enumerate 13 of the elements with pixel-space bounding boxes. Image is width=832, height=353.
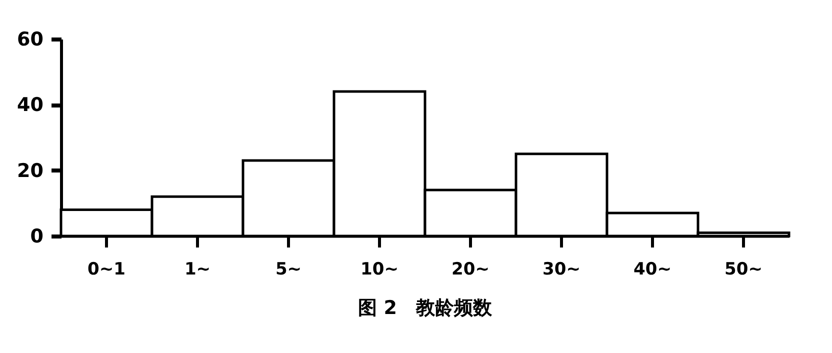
x-tick-label: 1~ xyxy=(184,260,211,280)
y-tick-label: 20 xyxy=(17,160,44,182)
x-tick-label: 0~1 xyxy=(88,260,126,280)
y-tick-label: 60 xyxy=(17,28,44,50)
x-tick-label: 40~ xyxy=(634,260,672,280)
y-tick-label: 0 xyxy=(30,226,44,248)
x-tick-label: 30~ xyxy=(542,260,580,280)
text: 图 2 教龄频数 xyxy=(358,297,493,319)
y-tick-label: 40 xyxy=(17,94,44,116)
x-tick-label: 5~ xyxy=(275,260,302,280)
x-tick-label: 20~ xyxy=(452,260,490,280)
x-tick-label: 50~ xyxy=(724,260,762,280)
x-tick-label: 10~ xyxy=(360,260,398,280)
